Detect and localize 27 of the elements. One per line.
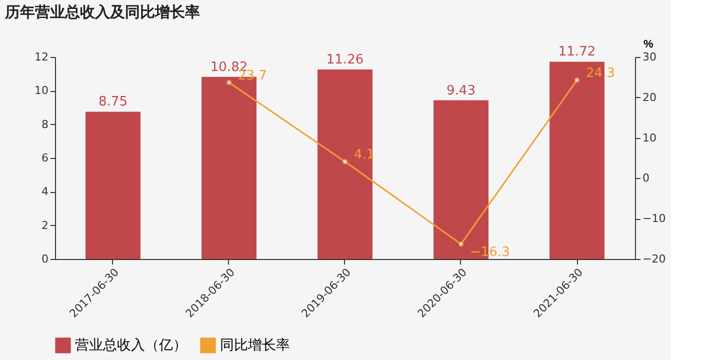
data-label: 9.43: [446, 83, 476, 98]
bar: [86, 112, 140, 259]
data-label: 8.75: [98, 94, 128, 110]
y2-tick-label: 20: [642, 90, 656, 104]
y2-tick-label: −10: [642, 212, 666, 226]
data-label: 11.26: [326, 52, 364, 68]
legend-label: 同比增长率: [220, 336, 290, 352]
y-tick-label: 4: [42, 185, 48, 198]
y2-tick-label: 0: [642, 172, 650, 185]
chart-title: 历年营业总收入及同比增长率: [4, 3, 200, 21]
y2-axis-title: %: [644, 38, 654, 50]
bar: [318, 69, 372, 259]
point: [226, 80, 232, 86]
legend-label: 营业总收入（亿）: [75, 336, 187, 352]
y-tick-label: 8: [42, 118, 48, 131]
y-tick-label: 12: [34, 50, 48, 64]
point: [458, 241, 464, 247]
y-tick-label: 0: [42, 252, 48, 266]
y-tick-label: 6: [42, 152, 48, 164]
y2-tick-label: 30: [642, 50, 656, 64]
y-tick-label: 10: [34, 84, 48, 98]
y-tick-label: 2: [42, 218, 48, 232]
data-label: 11.72: [558, 44, 596, 60]
point: [342, 158, 348, 164]
point: [574, 77, 580, 83]
y2-tick-label: −20: [642, 252, 666, 266]
y2-tick-label: 10: [642, 131, 656, 144]
